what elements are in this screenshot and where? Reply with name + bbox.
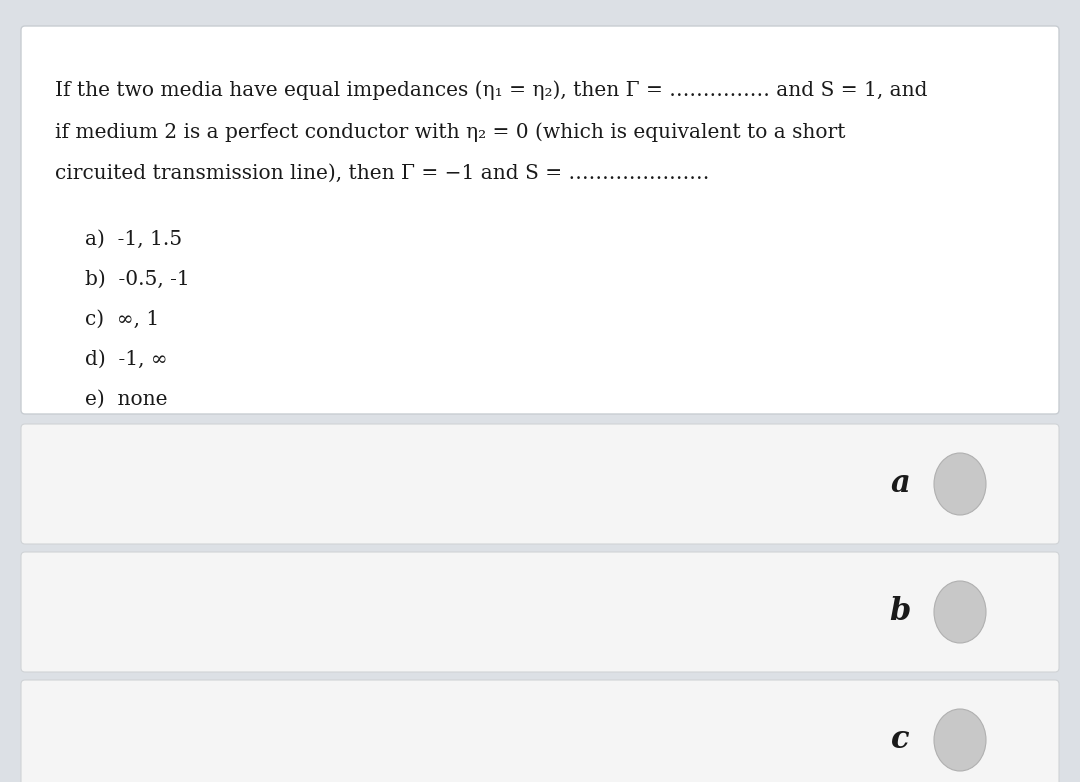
Ellipse shape	[934, 453, 986, 515]
Text: b)  -0.5, -1: b) -0.5, -1	[85, 270, 190, 289]
FancyBboxPatch shape	[21, 680, 1059, 782]
Text: if medium 2 is a perfect conductor with η₂ = 0 (which is equivalent to a short: if medium 2 is a perfect conductor with …	[55, 122, 846, 142]
Text: c)  ∞, 1: c) ∞, 1	[85, 310, 159, 329]
Text: c: c	[891, 724, 909, 755]
FancyBboxPatch shape	[21, 424, 1059, 544]
Text: If the two media have equal impedances (η₁ = η₂), then Γ = …………… and S = 1, and: If the two media have equal impedances (…	[55, 80, 928, 99]
Ellipse shape	[934, 581, 986, 643]
Text: e)  none: e) none	[85, 390, 167, 409]
Ellipse shape	[934, 709, 986, 771]
Text: circuited transmission line), then Γ = −1 and S = …………………: circuited transmission line), then Γ = −…	[55, 164, 710, 183]
Text: a: a	[890, 468, 909, 500]
Text: d)  -1, ∞: d) -1, ∞	[85, 350, 167, 369]
FancyBboxPatch shape	[21, 552, 1059, 672]
FancyBboxPatch shape	[21, 26, 1059, 414]
Text: a)  -1, 1.5: a) -1, 1.5	[85, 230, 183, 249]
Text: b: b	[889, 597, 910, 627]
